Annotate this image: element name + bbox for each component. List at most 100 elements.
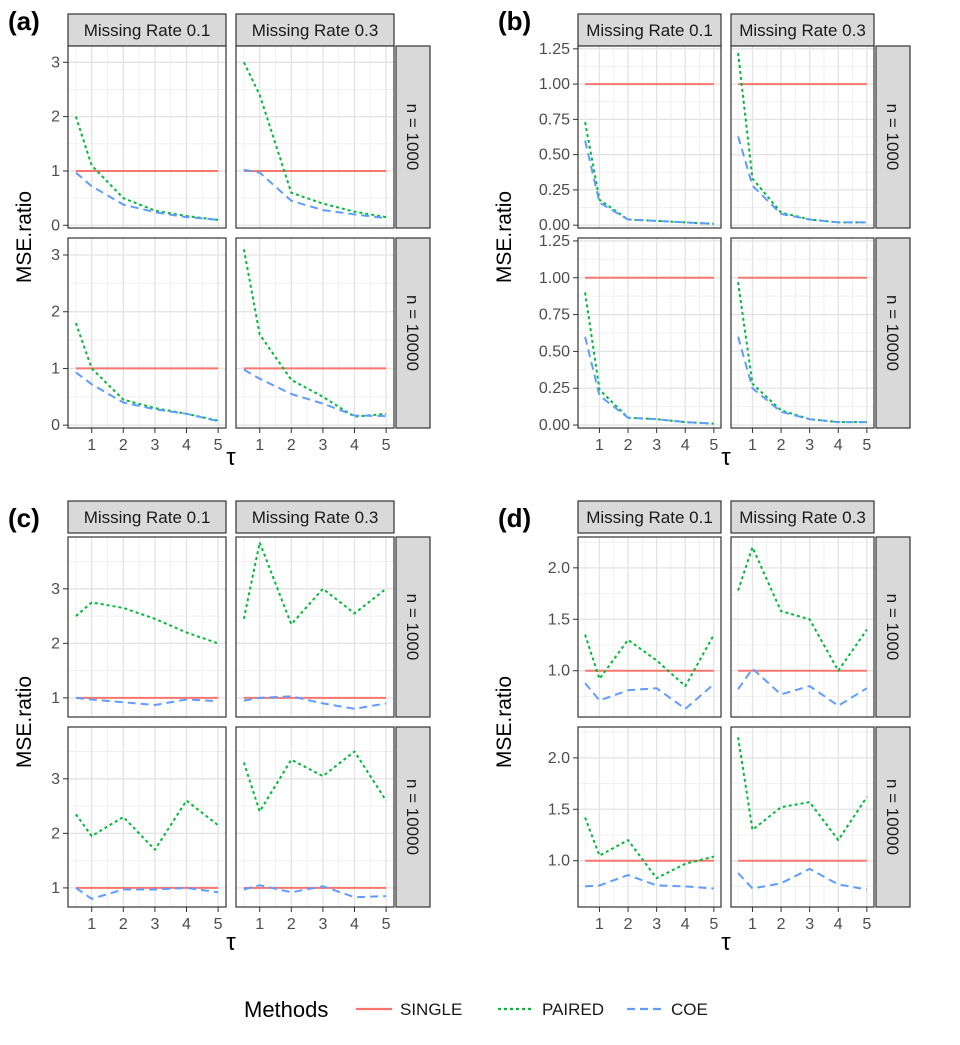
col-strip (67, 13, 227, 47)
y-tick-label: 0.50 (539, 147, 570, 164)
legend-label: SINGLE (400, 1000, 462, 1019)
x-tick-label: 4 (834, 916, 843, 933)
x-tick-label: 3 (652, 437, 661, 454)
x-tick-label: 5 (862, 916, 871, 933)
y-tick-label: 1 (51, 880, 60, 897)
y-tick-label: 0.25 (539, 380, 570, 397)
series-line-paired (242, 249, 387, 418)
y-tick-label: 1.5 (548, 611, 570, 628)
x-tick-label: 3 (805, 437, 814, 454)
row-strip-label: n = 10000 (883, 779, 902, 855)
series-line-paired (737, 546, 868, 672)
series-line-coe (243, 368, 387, 418)
x-tick-label: 1 (87, 437, 96, 454)
x-tick-label: 3 (150, 437, 159, 454)
plot-border (235, 536, 395, 718)
series-line-coe (737, 667, 868, 707)
x-tick-label: 5 (214, 437, 223, 454)
plot-border (67, 45, 227, 229)
plot-area (731, 727, 874, 907)
row-strip (875, 45, 911, 229)
x-tick-label: 4 (681, 437, 690, 454)
plot-border (577, 726, 722, 908)
panel-tag: (b) (498, 6, 531, 36)
x-tick-label: 2 (624, 916, 633, 933)
plot-border (67, 536, 227, 718)
x-tick-label: 2 (119, 437, 128, 454)
series-line-coe (584, 140, 714, 225)
col-strip-label: Missing Rate 0.3 (739, 508, 866, 527)
y-tick-label: 0.00 (539, 217, 570, 234)
series-line-paired (74, 116, 219, 221)
plot-border (577, 237, 722, 429)
panel-c: (c) Missing Rate 0.1 Missing Rate 0.3 n = 1… (8, 500, 431, 956)
y-tick-label: 2 (51, 109, 60, 126)
y-tick-label: 3 (51, 771, 60, 788)
x-tick-label: 4 (350, 437, 359, 454)
series-line-coe (737, 336, 867, 424)
row-strip (875, 726, 911, 908)
x-tick-label: 4 (182, 437, 191, 454)
x-tick-label: 5 (709, 437, 718, 454)
series-line-coe (585, 874, 714, 890)
row-strip (395, 536, 431, 718)
y-axis-title: MSE.ratio (13, 191, 36, 283)
col-strip-label: Missing Rate 0.3 (252, 508, 379, 527)
row-strip-label: n = 1000 (403, 594, 422, 661)
col-strip (235, 500, 395, 534)
row-strip (395, 45, 431, 229)
y-tick-label: 0.25 (539, 182, 570, 199)
row-strip-label: n = 10000 (403, 779, 422, 855)
x-axis-title: τ (226, 929, 236, 956)
y-tick-label: 1.25 (539, 41, 570, 58)
plot-area (731, 537, 874, 717)
y-axis-title: MSE.ratio (493, 676, 516, 768)
y-tick-label: 1.0 (548, 663, 570, 680)
legend-label: COE (671, 1000, 708, 1019)
plot-area (68, 727, 226, 907)
series-line-paired (584, 634, 715, 688)
y-axis-title: MSE.ratio (493, 191, 516, 283)
y-tick-label: 2 (51, 635, 60, 652)
panel-a: (a) Missing Rate 0.1 Missing Rate 0.3 n = 1… (8, 6, 431, 471)
plot-border (577, 536, 722, 718)
y-tick-label: 1.25 (539, 233, 570, 250)
y-tick-label: 0.50 (539, 343, 570, 360)
x-tick-label: 4 (834, 437, 843, 454)
series-line-paired (243, 61, 387, 219)
series-line-paired (74, 322, 219, 422)
y-tick-label: 2.0 (548, 560, 570, 577)
legend-label: PAIRED (542, 1000, 604, 1019)
plot-border (730, 536, 875, 718)
x-tick-label: 1 (595, 437, 604, 454)
y-tick-label: 2 (51, 304, 60, 321)
row-strip-label: n = 10000 (883, 295, 902, 371)
y-tick-label: 1.00 (539, 76, 570, 93)
series-line-paired (242, 541, 387, 626)
series-line-coe (75, 371, 219, 423)
y-tick-label: 0.75 (539, 307, 570, 324)
y-tick-label: 2 (51, 825, 60, 842)
x-axis-title: τ (721, 929, 731, 956)
plot-border (730, 45, 875, 229)
y-tick-label: 0.75 (539, 111, 570, 128)
x-tick-label: 3 (318, 437, 327, 454)
col-strip (577, 500, 722, 534)
series-line-coe (75, 696, 219, 706)
x-tick-label: 2 (777, 437, 786, 454)
y-tick-label: 0 (51, 217, 60, 234)
y-tick-label: 3 (51, 247, 60, 264)
series-line-paired (75, 601, 219, 645)
col-strip (67, 500, 227, 534)
plot-area (578, 537, 721, 717)
plot-area (236, 537, 394, 717)
x-tick-label: 1 (748, 437, 757, 454)
row-strip (875, 237, 911, 429)
plot-area (236, 727, 394, 907)
col-strip-label: Missing Rate 0.1 (84, 508, 211, 527)
x-tick-label: 2 (624, 437, 633, 454)
x-tick-label: 4 (681, 916, 690, 933)
series-line-paired (242, 750, 387, 813)
y-axis-title: MSE.ratio (13, 676, 36, 768)
